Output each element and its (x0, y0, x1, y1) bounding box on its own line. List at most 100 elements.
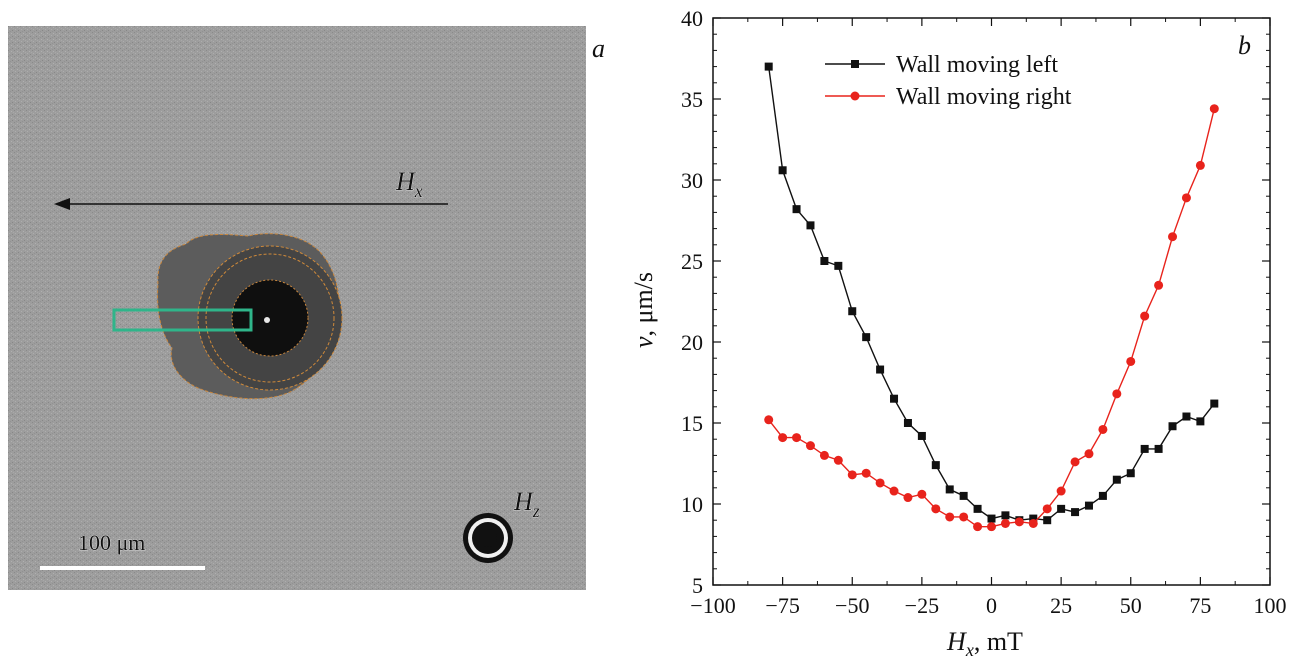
x-tick-label: 25 (1050, 593, 1072, 618)
data-point-circle (764, 415, 774, 425)
y-tick-label: 20 (681, 330, 703, 355)
panel-b-label: b (1238, 31, 1251, 60)
data-point-square (820, 257, 829, 265)
data-point-square (1154, 444, 1163, 453)
data-point-circle (805, 441, 815, 451)
data-point-square (806, 221, 815, 230)
data-point-circle (973, 522, 983, 532)
legend-marker-circle (850, 91, 860, 101)
data-point-square (1057, 504, 1066, 513)
x-tick-label: 75 (1189, 593, 1211, 618)
y-tick-label: 30 (681, 168, 703, 193)
data-point-circle (792, 433, 802, 443)
data-point-circle (1140, 311, 1150, 321)
legend-label-1: Wall moving left (896, 52, 1058, 78)
data-point-circle (875, 478, 885, 488)
chart-series (764, 62, 1219, 532)
data-point-square (764, 62, 773, 71)
roi-box (112, 308, 253, 332)
data-point-circle (987, 522, 996, 532)
data-point-circle (931, 504, 941, 514)
y-tick-label: 10 (681, 492, 703, 517)
data-point-circle (1000, 518, 1010, 528)
data-point-square (959, 491, 968, 500)
magnetic-domain (157, 233, 343, 400)
data-point-circle (778, 433, 788, 443)
x-tick-label: 50 (1120, 593, 1142, 618)
data-point-circle (1098, 424, 1108, 434)
data-point-square (862, 333, 871, 342)
data-point-square (834, 261, 843, 270)
data-point-circle (1056, 486, 1066, 496)
y-tick-label: 25 (681, 249, 703, 274)
data-point-square (1210, 399, 1219, 408)
domain-inner-contour (205, 253, 335, 383)
data-point-square (903, 419, 912, 427)
data-point-square (1112, 475, 1121, 484)
data-point-square (987, 514, 996, 523)
data-point-circle (959, 512, 969, 522)
x-tick-label: −50 (835, 593, 869, 618)
data-point-square (848, 307, 857, 316)
data-point-square (973, 504, 982, 513)
data-point-square (890, 394, 899, 403)
data-point-square (1071, 508, 1080, 517)
data-point-square (1084, 501, 1093, 510)
hz-out-of-plane-icon (463, 513, 513, 563)
data-point-circle (1126, 356, 1136, 366)
data-point-square (1029, 514, 1038, 523)
data-point-circle (1168, 232, 1178, 242)
x-tick-label: −100 (690, 593, 735, 618)
panel-a-label: a (592, 34, 605, 63)
legend-label-2: Wall moving right (896, 84, 1072, 110)
data-point-circle (833, 455, 843, 465)
data-point-square (931, 461, 940, 470)
data-point-circle (1028, 518, 1038, 528)
data-point-circle (1154, 280, 1164, 290)
data-point-circle (1209, 104, 1219, 114)
data-point-circle (917, 489, 927, 499)
data-point-square (945, 485, 954, 494)
data-point-circle (1181, 193, 1191, 203)
y-axis-label: v, μm/s (629, 272, 658, 348)
domain-nucleation-point (264, 317, 270, 323)
data-point-circle (1042, 504, 1052, 514)
data-point-square (1182, 412, 1191, 421)
data-point-circle (1195, 160, 1205, 170)
hz-label: Hz (513, 487, 540, 521)
panel-a-micrograph: Hx Hz 100 μm (8, 26, 586, 590)
scalebar (40, 566, 205, 570)
data-point-circle (903, 493, 913, 503)
data-point-circle (1084, 449, 1094, 459)
data-point-square (876, 365, 885, 374)
x-axis-label: Hx, mT (946, 627, 1023, 660)
data-point-square (1126, 469, 1135, 478)
hx-label: Hx (395, 167, 423, 201)
data-point-circle (1112, 389, 1122, 399)
y-tick-label: 35 (681, 87, 703, 112)
y-tick-label: 5 (692, 573, 703, 598)
data-point-circle (1070, 457, 1080, 467)
data-point-square (1168, 422, 1177, 431)
hx-arrow (54, 198, 448, 210)
legend-marker-square (851, 60, 859, 68)
y-tick-label: 40 (681, 6, 703, 31)
data-point-square (917, 431, 926, 440)
chart-legend: Wall moving left Wall moving right (825, 52, 1072, 110)
data-point-square (1043, 516, 1052, 525)
data-point-circle (889, 486, 899, 496)
panel-b-chart: −100 −75 −50 −25 0 25 50 75 100 5 10 15 20 25 30 35 40 W… (629, 6, 1287, 660)
domain-core (231, 279, 309, 357)
data-point-circle (847, 470, 857, 480)
x-tick-label: 100 (1254, 593, 1287, 618)
x-tick-label: −25 (905, 593, 939, 618)
data-point-square (792, 205, 801, 214)
x-tick-label: −75 (765, 593, 799, 618)
data-point-square (1098, 491, 1107, 500)
data-point-circle (945, 512, 955, 522)
chart-axes: −100 −75 −50 −25 0 25 50 75 100 5 10 15 20 25 30 35 40 (681, 6, 1287, 618)
x-tick-label: 0 (986, 593, 997, 618)
data-point-square (778, 166, 787, 175)
data-point-circle (1014, 517, 1024, 527)
data-point-circle (819, 450, 829, 460)
